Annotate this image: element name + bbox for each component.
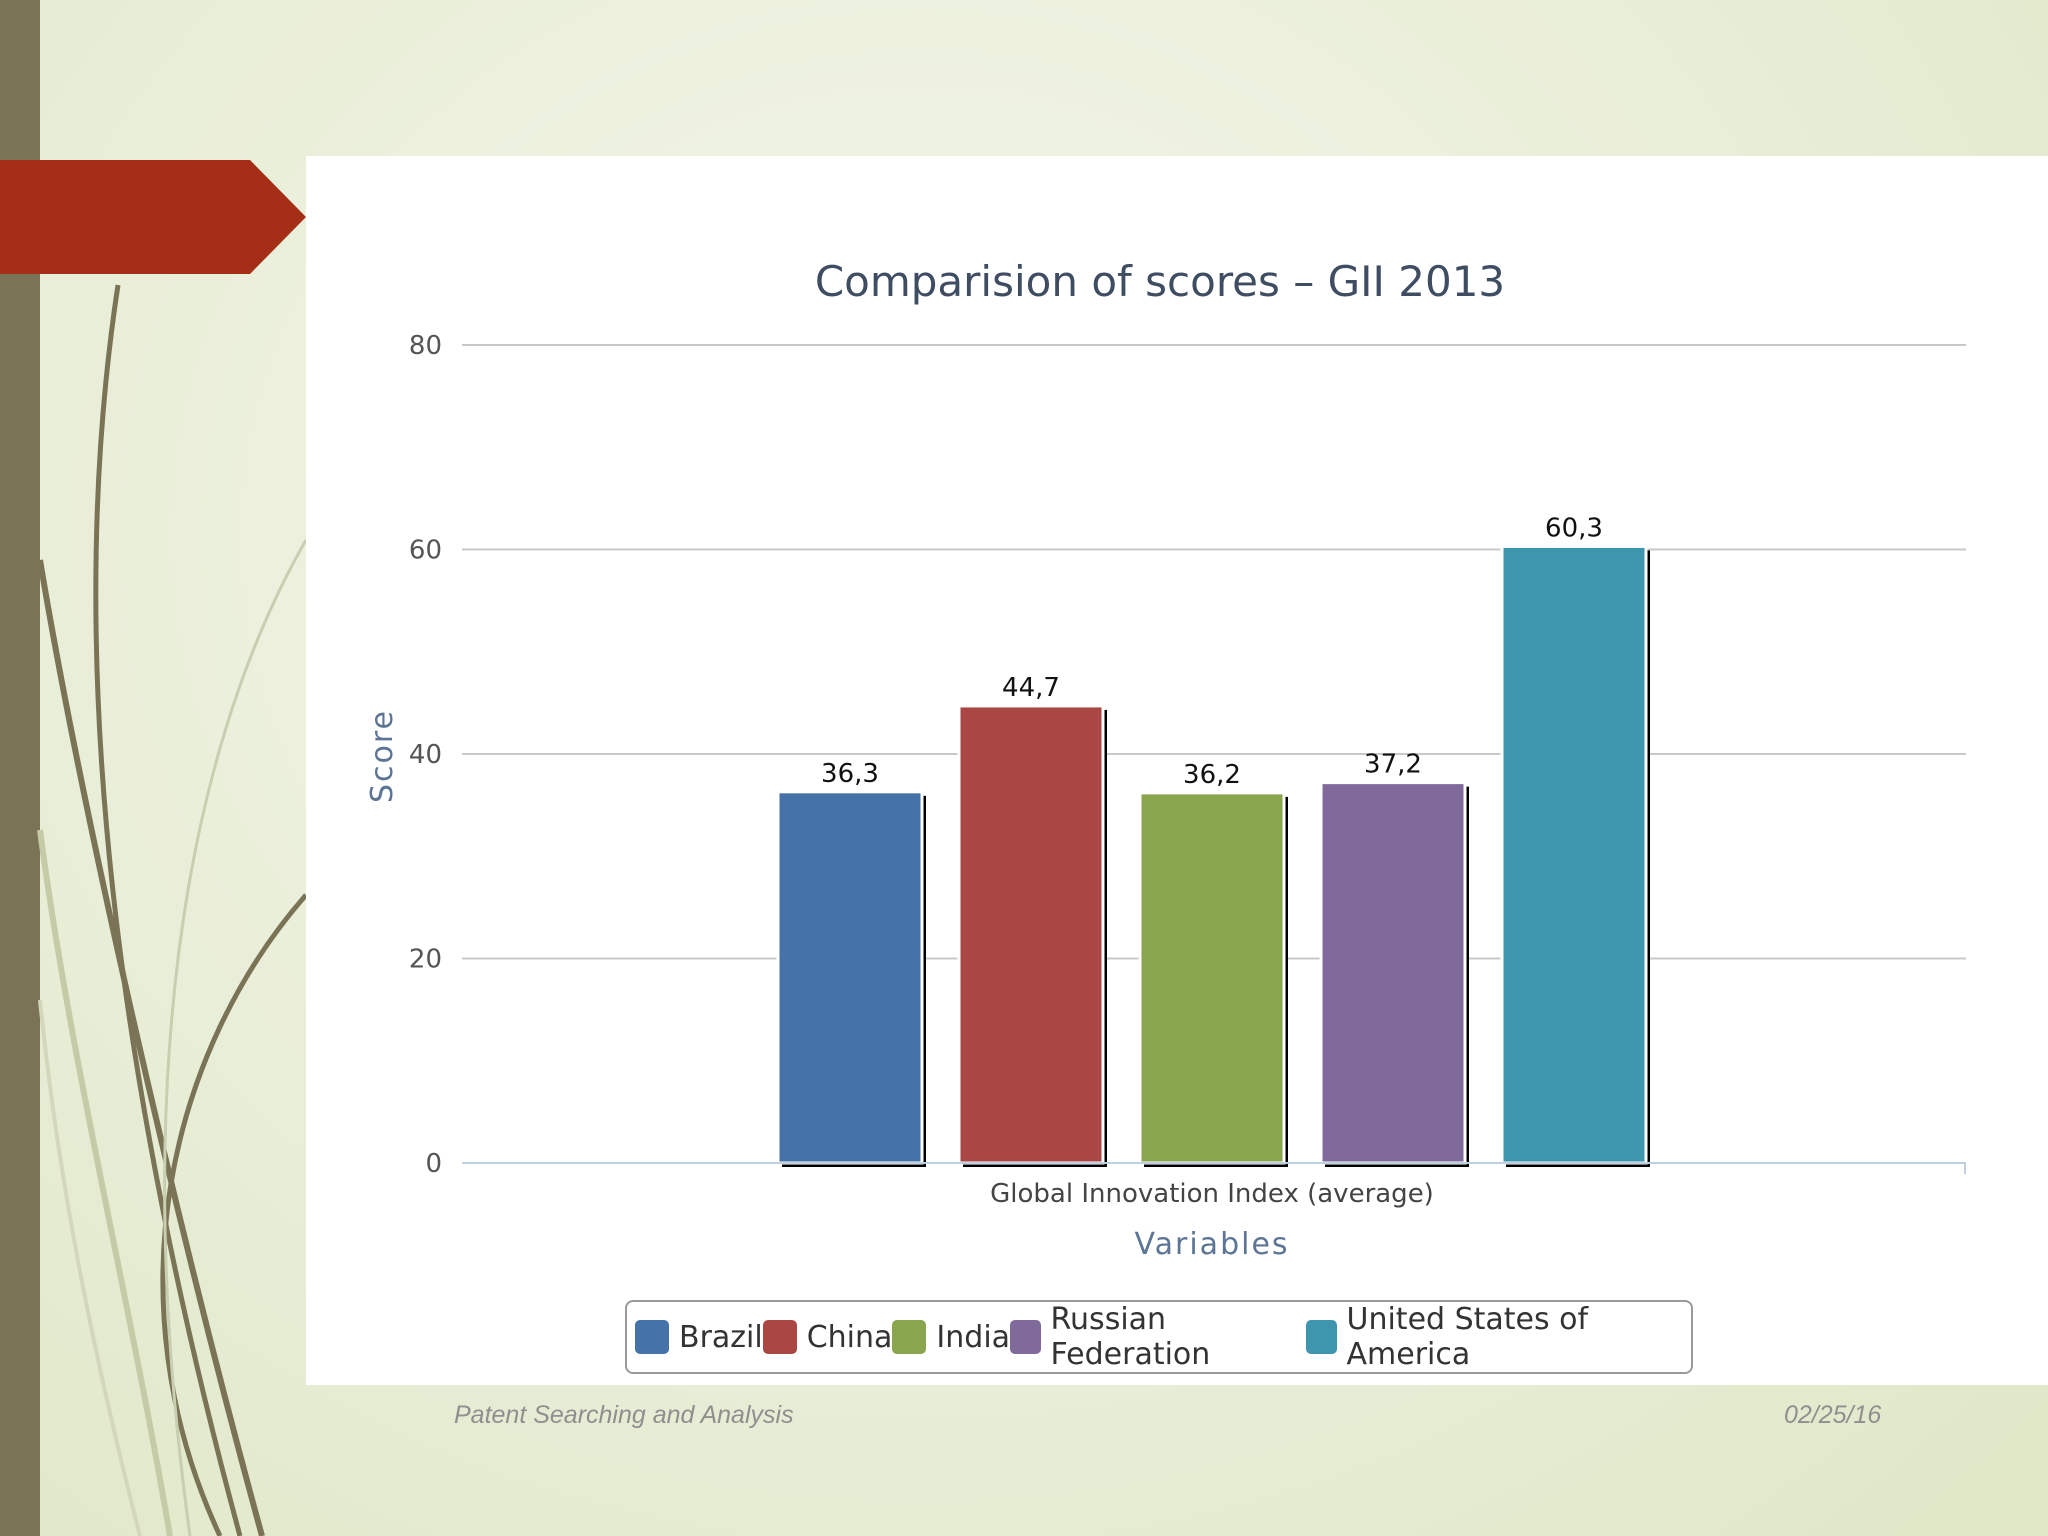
- legend-label: Brazil: [679, 1319, 763, 1355]
- legend-swatch: [1010, 1320, 1041, 1354]
- legend-swatch: [762, 1320, 797, 1354]
- legend-item[interactable]: China: [762, 1319, 893, 1355]
- legend-label: India: [936, 1319, 1011, 1355]
- footer-date: 02/25/16: [1784, 1401, 1882, 1429]
- data-label: 60,3: [1545, 513, 1603, 543]
- y-tick-label: 80: [409, 331, 442, 361]
- y-tick-label: 60: [409, 536, 442, 566]
- y-tick-label: 40: [409, 740, 442, 770]
- legend-item[interactable]: Brazil: [635, 1320, 763, 1355]
- swoosh-1: [93, 284, 243, 1536]
- y-tick-label: 0: [425, 1149, 442, 1179]
- bar-india: [1138, 791, 1286, 1165]
- bar-russian-federation: [1319, 781, 1467, 1165]
- data-label: 37,2: [1364, 750, 1422, 780]
- footer-title: Patent Searching and Analysis: [454, 1401, 794, 1429]
- legend-item[interactable]: India: [892, 1320, 1010, 1355]
- decorative-swooshes: [37, 284, 308, 1536]
- gridlines: [462, 344, 1966, 960]
- bar-china: [957, 704, 1105, 1165]
- category-label: Global Innovation Index (average): [990, 1179, 1434, 1209]
- data-label: 44,7: [1002, 673, 1060, 703]
- legend-swatch: [1305, 1320, 1337, 1354]
- chart-title: Comparision of scores – GII 2013: [815, 257, 1505, 306]
- legend-label: United States of America: [1346, 1302, 1589, 1372]
- swoosh-3: [160, 893, 308, 1536]
- legend-item[interactable]: Russian Federation: [1010, 1302, 1306, 1372]
- legend-label: China: [806, 1319, 893, 1355]
- data-label: 36,2: [1183, 760, 1241, 790]
- chart-legend: Brazil China India Russian Federation United…: [625, 1300, 1693, 1374]
- y-axis-ticks: 0 20 40 60 80: [409, 331, 442, 1179]
- legend-label: Russian Federation: [1050, 1302, 1211, 1372]
- legend-swatch: [892, 1320, 927, 1354]
- data-label: 36,3: [821, 759, 879, 789]
- data-labels: 36,3 44,7 36,2 37,2 60,3: [821, 513, 1603, 789]
- swoosh-2: [37, 559, 265, 1536]
- bar-united-states-of-america: [1500, 544, 1648, 1165]
- chart-panel: Comparision of scores – GII 2013 0 20 40 60…: [306, 156, 2048, 1385]
- y-tick-label: 20: [409, 945, 442, 975]
- swoosh-6: [38, 999, 142, 1536]
- y-axis-title: Score: [365, 709, 400, 803]
- bar-chart: Comparision of scores – GII 2013 0 20 40 60…: [365, 257, 1966, 1262]
- bars: [776, 544, 1650, 1167]
- bar-brazil: [776, 790, 924, 1165]
- legend-swatch: [635, 1320, 669, 1354]
- legend-item[interactable]: United States of America: [1305, 1302, 1683, 1372]
- accent-arrow-tab: [0, 160, 306, 274]
- swoosh-4: [163, 539, 308, 1536]
- x-axis-title: Variables: [1134, 1227, 1289, 1262]
- swoosh-5: [37, 829, 173, 1536]
